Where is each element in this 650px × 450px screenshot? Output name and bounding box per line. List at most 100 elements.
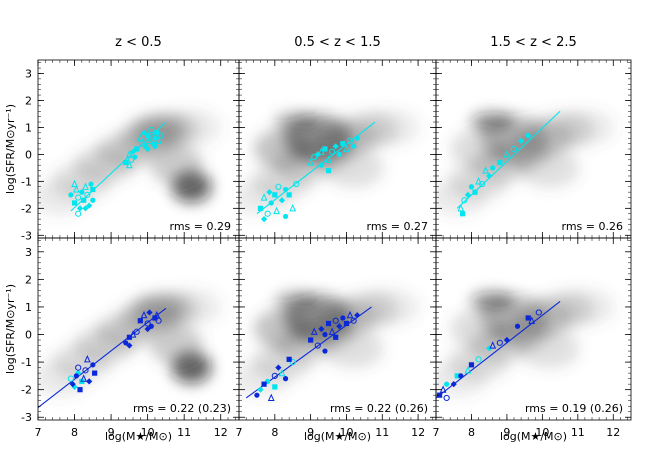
- data-point: [289, 204, 297, 212]
- y-tick-label: -3: [21, 229, 32, 242]
- data-point: [132, 154, 138, 160]
- data-point: [289, 358, 296, 366]
- data-point: [278, 197, 286, 204]
- y-tick-label: 1: [25, 121, 32, 134]
- data-point: [318, 147, 325, 155]
- density-blob: [554, 109, 615, 146]
- data-point: [152, 135, 158, 141]
- data-point: [154, 130, 160, 136]
- density-blob: [519, 328, 580, 369]
- data-point: [472, 189, 478, 195]
- data-point: [340, 141, 346, 147]
- data-point: [257, 205, 264, 211]
- data-point: [503, 336, 511, 344]
- data-point: [144, 145, 151, 153]
- density-blob: [274, 112, 319, 133]
- y-tick-label: -2: [21, 384, 32, 397]
- data-point: [139, 140, 146, 147]
- data-point: [128, 156, 135, 163]
- y-axis-label: log(SFR/M⊙yr⁻¹): [4, 284, 17, 374]
- data-point: [354, 135, 360, 141]
- x-tick-label: 7: [433, 426, 440, 439]
- x-tick-label: 9: [108, 426, 115, 439]
- density-cloud: [436, 109, 615, 216]
- data-point: [152, 143, 158, 149]
- data-point: [123, 340, 129, 346]
- x-tick-label: 12: [606, 426, 620, 439]
- data-point: [343, 144, 350, 153]
- data-point: [125, 160, 133, 169]
- data-point: [76, 205, 84, 212]
- data-point: [140, 310, 148, 319]
- column-title: 0.5 < z < 1.5: [294, 35, 381, 50]
- x-axis-label: log(M★/M⊙): [304, 430, 371, 443]
- x-tick-label: 10: [535, 426, 549, 439]
- data-point: [254, 392, 260, 398]
- data-point: [155, 136, 162, 145]
- x-tick-label: 8: [468, 426, 475, 439]
- x-tick-label: 8: [271, 426, 278, 439]
- x-axis-label: log(M★/M⊙): [105, 430, 172, 443]
- data-point: [490, 165, 496, 171]
- data-point: [514, 323, 521, 329]
- data-point: [350, 143, 357, 150]
- data-point: [123, 159, 129, 166]
- data-point: [84, 191, 91, 198]
- data-point: [71, 383, 78, 391]
- data-point: [271, 372, 278, 379]
- data-point: [503, 150, 511, 158]
- data-point: [68, 192, 74, 198]
- density-blob: [323, 147, 384, 188]
- data-point: [272, 192, 278, 198]
- x-tick-label: 10: [339, 426, 353, 439]
- data-point: [333, 334, 339, 340]
- fit-line: [38, 307, 167, 409]
- data-point: [72, 185, 80, 193]
- data-point: [286, 356, 292, 362]
- data-point: [266, 189, 273, 196]
- data-point: [80, 374, 88, 382]
- fit-line: [436, 300, 561, 399]
- data-point: [482, 166, 490, 174]
- x-tick-label: 9: [307, 426, 314, 439]
- data-point: [525, 315, 531, 321]
- data-point: [155, 317, 162, 324]
- data-point: [146, 136, 153, 145]
- data-point: [336, 151, 342, 157]
- data-point: [444, 381, 450, 387]
- data-point: [67, 375, 74, 382]
- x-tick-label: 11: [375, 426, 389, 439]
- data-point: [129, 330, 137, 338]
- data-point: [69, 381, 76, 388]
- rms-label: rms = 0.29: [170, 220, 231, 233]
- rms-label: rms = 0.27: [367, 220, 428, 233]
- density-blob: [554, 288, 615, 325]
- rms-label: rms = 0.22 (0.26): [330, 402, 428, 415]
- data-point: [443, 394, 450, 402]
- data-point: [489, 341, 497, 349]
- data-point: [436, 392, 443, 398]
- data-point: [86, 202, 93, 209]
- data-point: [343, 320, 350, 327]
- data-point: [293, 180, 300, 188]
- data-point: [79, 189, 85, 195]
- data-point: [275, 183, 282, 190]
- data-point: [535, 309, 542, 316]
- data-point: [73, 373, 79, 379]
- density-blob: [150, 145, 203, 186]
- data-point: [318, 162, 324, 168]
- data-point: [88, 181, 94, 187]
- data-point: [83, 355, 91, 363]
- data-point: [82, 367, 89, 374]
- data-point: [136, 133, 144, 142]
- x-tick-label: 10: [141, 426, 155, 439]
- density-blob: [470, 291, 515, 312]
- data-point: [350, 317, 357, 324]
- data-point: [336, 323, 343, 330]
- data-point: [261, 381, 267, 387]
- data-point: [82, 182, 89, 190]
- y-tick-label: -1: [21, 175, 32, 188]
- y-tick-label: 0: [25, 329, 32, 342]
- data-point: [318, 325, 325, 333]
- column-title: 1.5 < z < 2.5: [490, 35, 577, 50]
